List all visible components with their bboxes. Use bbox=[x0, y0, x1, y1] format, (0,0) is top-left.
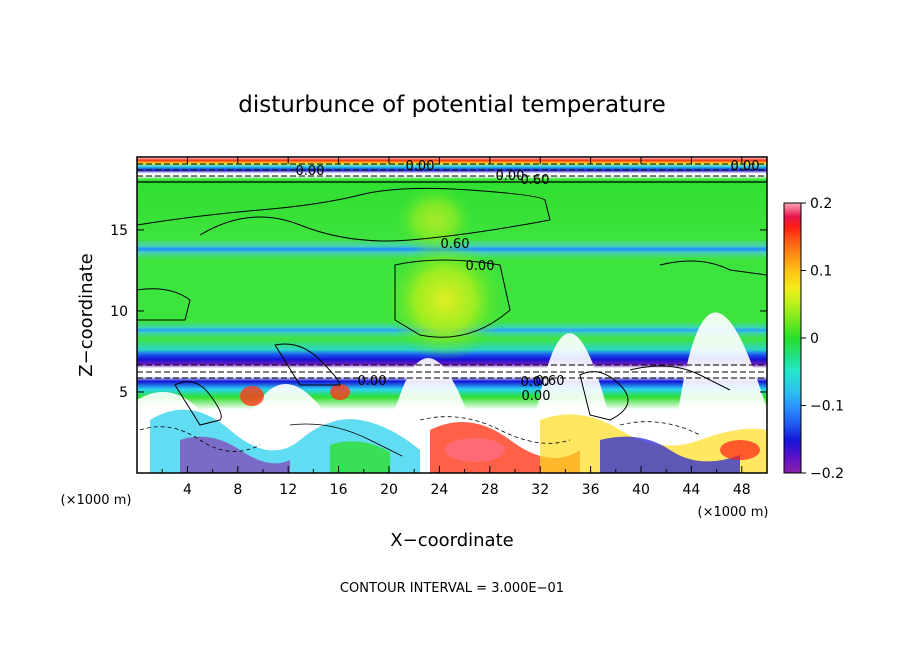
y-tick-label: 15 bbox=[110, 223, 128, 239]
contour-interval: CONTOUR INTERVAL = 3.000E−01 bbox=[340, 581, 564, 596]
x-axis-label: X−coordinate bbox=[390, 530, 513, 551]
contour-label: 0.00 bbox=[496, 169, 525, 184]
x-tick-label: 28 bbox=[481, 482, 499, 498]
x-axis-ticks: 4 8 12 16 20 24 28 32 36 40 44 48 bbox=[161, 157, 751, 498]
contour-label: 0.00 bbox=[521, 375, 550, 390]
colorbar-tick-label: 0.1 bbox=[810, 264, 832, 280]
contour-label: 0.00 bbox=[731, 159, 760, 174]
contour-label: 0.00 bbox=[358, 374, 387, 389]
x-tick-label: 40 bbox=[632, 482, 650, 498]
heatmap-field bbox=[137, 157, 767, 473]
chart-title: disturbunce of potential temperature bbox=[238, 92, 666, 118]
x-tick-label: 36 bbox=[582, 482, 600, 498]
x-tick-label: 4 bbox=[183, 482, 192, 498]
x-tick-label: 48 bbox=[733, 482, 751, 498]
x-tick-label: 16 bbox=[330, 482, 348, 498]
x-tick-label: 44 bbox=[682, 482, 700, 498]
colorbar-tick-label: 0.2 bbox=[810, 196, 832, 212]
colorbar-ticks: 0.2 0.1 0 −0.1 −0.2 bbox=[801, 196, 844, 482]
x-tick-label: 12 bbox=[279, 482, 297, 498]
plot-frame bbox=[136, 156, 768, 474]
colorbar-tick-label: −0.2 bbox=[810, 466, 844, 482]
contour-label: 0.60 bbox=[536, 374, 565, 389]
x-tick-label: 20 bbox=[380, 482, 398, 498]
contour-label: 0.60 bbox=[441, 237, 470, 252]
x-tick-label: 32 bbox=[531, 482, 549, 498]
x-tick-label: 8 bbox=[233, 482, 242, 498]
x-tick-label: 24 bbox=[430, 482, 448, 498]
contour-labels: 0.00 0.000.000.600.000.600.000.000.600.00… bbox=[296, 159, 760, 404]
contour-label: 0.00 bbox=[466, 259, 495, 274]
contour-label: 0.00 bbox=[296, 164, 325, 179]
y-tick-label: 5 bbox=[119, 385, 128, 401]
colorbar-tick-label: −0.1 bbox=[810, 399, 844, 415]
colorbar-tick-label: 0 bbox=[810, 331, 819, 347]
contour-label: 0.60 bbox=[521, 173, 550, 188]
contour-label: 0.00 bbox=[522, 389, 551, 404]
x-unit-right: (×1000 m) bbox=[698, 505, 769, 520]
contour-label: 0.00 bbox=[406, 159, 435, 174]
colorbar bbox=[783, 202, 802, 474]
x-unit-left: (×1000 m) bbox=[61, 493, 132, 508]
y-axis-label: Z−coordinate bbox=[76, 253, 97, 376]
y-tick-label: 10 bbox=[110, 304, 128, 320]
y-axis-ticks: 5 10 15 bbox=[110, 223, 767, 401]
